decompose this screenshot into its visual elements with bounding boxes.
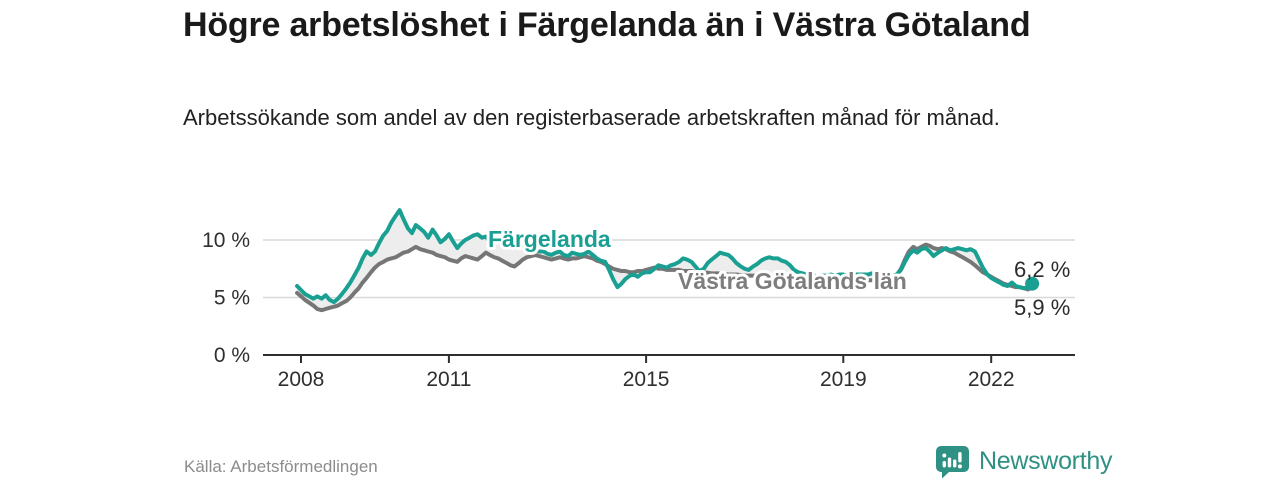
series-line-fargelanda xyxy=(295,208,1035,305)
series-line-vastra-gotaland xyxy=(295,242,1035,313)
x-tick-label-2011: 2011 xyxy=(426,368,471,391)
y-tick-label-10: 10 % xyxy=(202,229,250,252)
newsworthy-logo: Newsworthy xyxy=(934,444,1112,479)
newsworthy-logo-text: Newsworthy xyxy=(979,447,1113,475)
x-tick-label-2015: 2015 xyxy=(623,368,670,391)
end-value-label-vastra-gotaland: 5,9 % xyxy=(1014,295,1070,320)
y-tick-label-5: 5 % xyxy=(214,287,250,310)
newsworthy-logo-icon xyxy=(936,446,969,479)
chart-subtitle: Arbetssökande som andel av den registerb… xyxy=(183,105,1000,130)
x-tick-label-2008: 2008 xyxy=(278,368,325,391)
y-tick-label-0: 0 % xyxy=(214,344,250,367)
end-dot-fargelanda xyxy=(1025,276,1040,291)
x-tick-label-2022: 2022 xyxy=(968,368,1015,391)
series-label-vastra-gotaland: Västra Götalands län xyxy=(678,268,907,294)
chart-title: Högre arbetslöshet i Färgelanda än i Väs… xyxy=(183,6,1031,44)
source-note: Källa: Arbetsförmedlingen xyxy=(184,457,378,476)
x-tick-label-2019: 2019 xyxy=(820,368,867,391)
series-label-fargelanda: Färgelanda xyxy=(488,226,611,252)
end-value-label-fargelanda: 6,2 % xyxy=(1014,257,1070,282)
